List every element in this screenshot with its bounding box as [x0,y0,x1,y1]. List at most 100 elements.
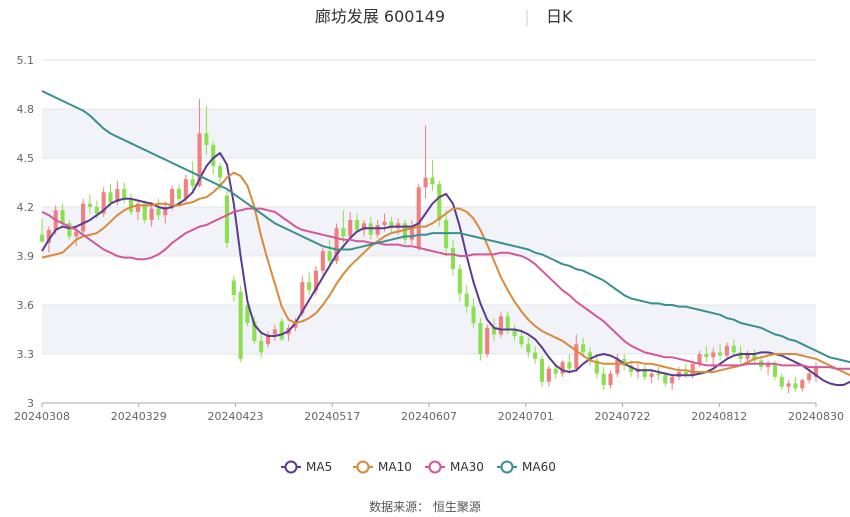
candle [567,354,572,374]
y-tick-label: 5.1 [17,54,35,67]
candle-body [711,352,716,358]
candle-body [745,354,750,359]
candle [128,193,134,216]
candle [656,367,661,381]
candle-body [74,231,79,237]
candle-body [170,189,175,207]
candle [731,339,736,356]
candle-body [211,144,216,167]
candle [334,223,339,265]
candle [779,373,784,390]
x-tick-label: 20240329 [111,410,167,423]
x-tick-label: 20240308 [14,410,70,423]
candle-body [60,210,65,224]
candle-body [649,373,654,377]
legend-item-ma10[interactable]: MA10 [353,460,412,474]
candle-body [533,352,538,359]
candle [402,220,408,245]
legend-circle-icon [428,460,442,474]
moving-average-lines [41,90,850,386]
candle-body [656,373,661,376]
candle [272,324,277,341]
period-label: 日K [546,7,573,26]
candle-body [526,344,531,353]
candle [464,285,469,314]
legend-item-ma60[interactable]: MA60 [497,460,556,474]
candle-body [402,223,408,240]
candle [320,247,325,279]
candle-body [320,251,325,271]
candle-body [724,345,730,356]
candle-body [629,365,634,372]
candle-body [81,203,86,232]
ma60-line [41,90,850,364]
candle [546,365,551,387]
candle-body [245,305,250,323]
candle [601,367,606,390]
candle-body [471,306,476,323]
candle [505,311,510,335]
candle [622,354,627,371]
candle-body [252,321,257,341]
legend[interactable]: MA5 MA10 MA30 MA60 [281,460,556,474]
candle [519,329,524,348]
candle-body [615,358,620,374]
candle [327,239,332,266]
candle-body [663,375,668,384]
candle [800,378,805,392]
candle-body [642,368,647,377]
candle-body [265,334,271,345]
candle [87,193,93,214]
candle [704,345,709,363]
candle [430,159,435,191]
legend-item-ma5[interactable]: MA5 [281,460,332,474]
candle-body [409,226,414,240]
candle-body [300,282,305,314]
candle-body [94,207,99,214]
y-axis: 3 3.3 3.6 3.9 4.2 4.5 4.8 5.1 [17,54,35,410]
candle-body [772,363,777,377]
candle-body [149,208,154,221]
candle-body [39,234,45,242]
candle-body [807,373,812,381]
candle-body [567,362,572,369]
candle [197,99,202,188]
candle [485,324,490,358]
candle-body [574,344,579,369]
candle-body [293,321,298,328]
x-tick-label: 20240722 [595,410,651,423]
candle [279,318,284,341]
candle [450,239,456,276]
candle-body [279,321,284,340]
candle [471,298,476,328]
candle-body [485,327,490,354]
legend-circle-icon [356,460,370,474]
candle-body [546,368,551,382]
candle-body [450,247,456,270]
candle [67,220,72,240]
candle [348,211,353,240]
candle-body [738,352,743,359]
candle [176,184,182,204]
candle [765,360,771,376]
candle-body [608,373,613,386]
candle-body [670,376,675,384]
candle-body [361,223,366,230]
x-tick-label: 20240812 [691,410,747,423]
candle [670,373,675,390]
candle-body [430,177,435,185]
candle-body [437,184,442,221]
legend-item-ma30[interactable]: MA30 [425,460,484,474]
candle-body [375,224,380,235]
candle-body [560,362,565,374]
candle-body [272,329,277,335]
candle-body [327,251,332,261]
candle-body [464,293,469,307]
candle-body [67,223,72,237]
candle [135,200,140,221]
candle-body [204,133,209,145]
candle-body [498,316,503,335]
candle-body [135,203,140,212]
candle-body [786,383,791,387]
